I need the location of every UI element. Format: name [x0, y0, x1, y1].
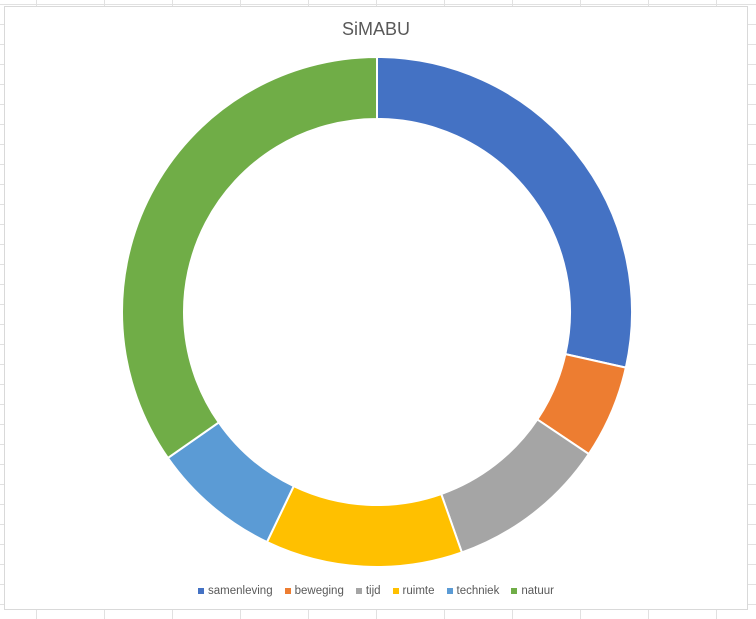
legend-swatch	[392, 588, 399, 594]
legend-item-techniek[interactable]: techniek	[446, 585, 500, 597]
legend-swatch	[511, 588, 518, 594]
legend-swatch	[284, 588, 291, 594]
legend-swatch	[198, 588, 205, 594]
legend-item-natuur[interactable]: natuur	[511, 585, 554, 597]
chart-legend[interactable]: samenleving beweging tijd ruimte techniek nat…	[5, 585, 747, 597]
legend-label: samenleving	[208, 585, 273, 597]
chart-title[interactable]: SiMABU	[341, 19, 410, 39]
legend-label: ruimte	[402, 585, 435, 597]
slice-ruimte[interactable]	[265, 484, 464, 568]
legend-item-ruimte[interactable]: ruimte	[392, 585, 435, 597]
legend-label: tijd	[365, 585, 381, 597]
doughnut-chart[interactable]	[5, 7, 747, 609]
slice-natuur[interactable]	[121, 55, 378, 460]
legend-item-samenleving[interactable]: samenleving	[198, 585, 273, 597]
slice-tijd[interactable]	[439, 418, 591, 554]
legend-item-beweging[interactable]: beweging	[284, 585, 344, 597]
legend-label: techniek	[456, 585, 500, 597]
slice-samenleving[interactable]	[376, 55, 633, 369]
legend-item-tijd[interactable]: tijd	[355, 585, 381, 597]
legend-label: natuur	[521, 585, 554, 597]
legend-swatch	[446, 588, 453, 594]
legend-swatch	[355, 588, 362, 594]
legend-label: beweging	[294, 585, 344, 597]
chart-area[interactable]: SiMABU samenleving beweging tijd ruimte tech…	[4, 6, 748, 610]
